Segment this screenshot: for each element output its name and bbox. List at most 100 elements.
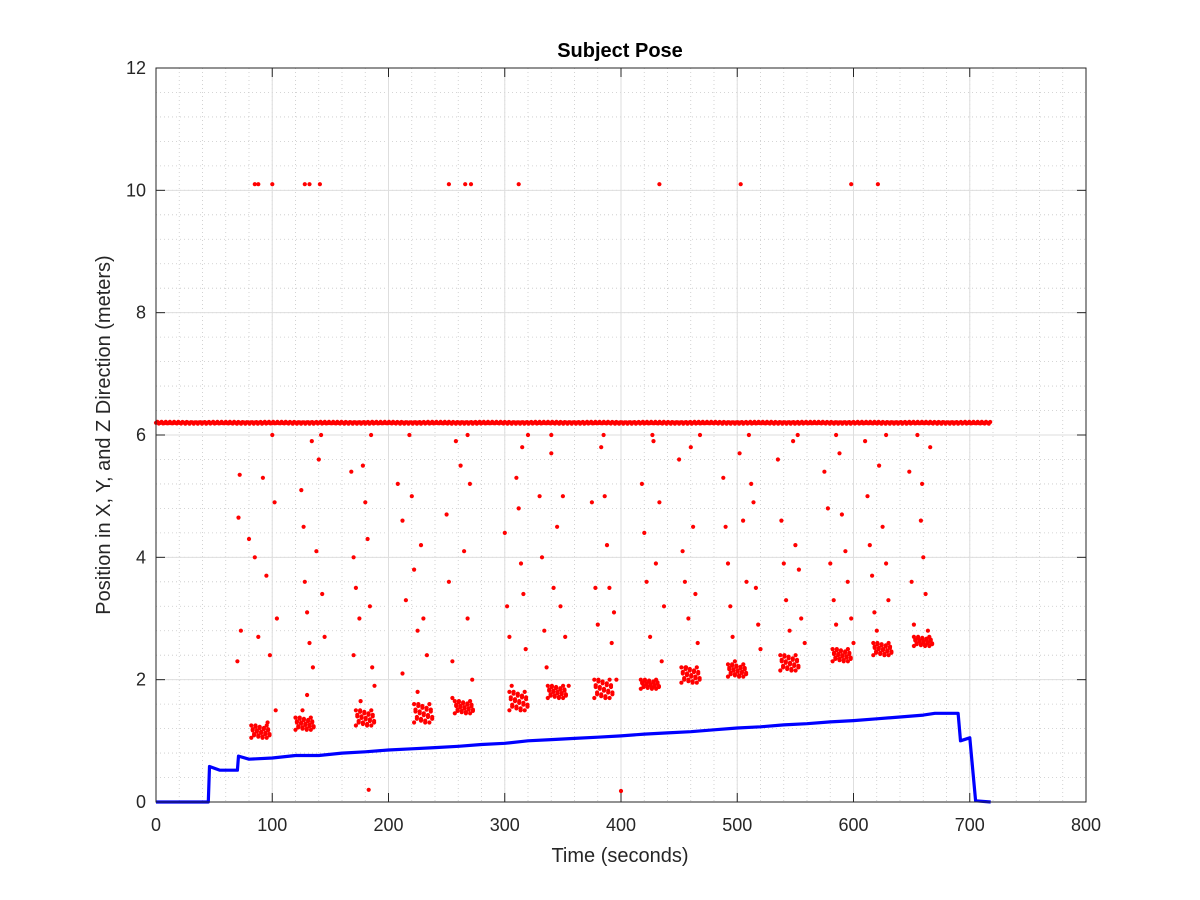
data-point — [914, 642, 919, 647]
data-point — [365, 536, 370, 542]
data-point — [423, 720, 428, 725]
data-point — [450, 659, 455, 664]
data-point — [430, 716, 435, 721]
data-point — [238, 628, 243, 633]
data-point — [789, 668, 794, 673]
x-tick-label: 100 — [257, 815, 287, 835]
data-point — [256, 182, 261, 187]
data-point — [778, 653, 783, 658]
data-point — [554, 686, 559, 691]
data-point — [725, 662, 731, 667]
data-point — [749, 481, 754, 486]
data-point — [561, 683, 566, 688]
data-point — [688, 445, 693, 450]
data-point — [758, 647, 763, 652]
data-point — [428, 709, 433, 714]
data-point — [468, 699, 473, 704]
data-point — [739, 670, 745, 676]
data-point — [468, 711, 473, 716]
data-point — [988, 419, 993, 425]
data-point — [514, 475, 519, 480]
data-point — [306, 719, 311, 724]
data-point — [793, 543, 798, 548]
data-point — [319, 432, 324, 438]
data-point — [849, 182, 854, 187]
data-point — [424, 653, 429, 658]
data-point — [556, 695, 562, 701]
data-point — [880, 524, 885, 529]
data-point — [840, 654, 845, 659]
data-point — [833, 656, 838, 662]
data-point — [830, 659, 835, 664]
data-point — [734, 664, 739, 669]
data-point — [518, 561, 524, 566]
data-point — [697, 677, 702, 682]
data-point — [651, 439, 656, 444]
y-tick-label: 2 — [136, 670, 146, 690]
data-point — [686, 616, 691, 621]
data-point — [267, 653, 272, 658]
data-point — [601, 688, 607, 693]
data-point — [299, 721, 304, 726]
data-point — [875, 182, 881, 187]
data-point — [589, 500, 595, 505]
data-point — [753, 585, 759, 591]
data-point — [552, 694, 557, 699]
data-point — [925, 628, 931, 633]
data-point — [547, 688, 552, 693]
data-point — [465, 702, 470, 707]
red-marker-series — [153, 182, 993, 794]
data-point — [522, 689, 527, 695]
data-point — [737, 451, 742, 456]
data-point — [787, 628, 792, 633]
data-point — [847, 651, 852, 657]
data-point — [427, 720, 432, 725]
data-point — [412, 702, 417, 707]
data-point — [723, 524, 728, 529]
data-point — [413, 709, 418, 714]
data-point — [792, 663, 797, 669]
data-point — [872, 610, 877, 615]
data-point — [883, 644, 888, 649]
data-point — [395, 481, 400, 486]
data-point — [834, 622, 839, 627]
data-point — [294, 720, 299, 725]
data-point — [911, 634, 917, 640]
data-point — [544, 665, 549, 670]
data-point — [884, 561, 889, 566]
data-point — [778, 668, 783, 673]
data-point — [465, 616, 470, 621]
data-point — [924, 637, 929, 642]
data-point — [517, 700, 522, 706]
data-point — [909, 579, 914, 584]
data-point — [679, 665, 684, 670]
data-point — [656, 684, 662, 690]
data-point — [879, 643, 884, 648]
data-point — [644, 579, 649, 584]
data-point — [686, 679, 691, 684]
data-point — [309, 439, 314, 444]
data-point — [563, 693, 569, 698]
data-point — [261, 727, 266, 732]
data-point — [409, 494, 414, 499]
data-point — [414, 716, 419, 721]
data-point — [650, 432, 655, 438]
data-point — [362, 711, 367, 716]
data-point — [400, 671, 405, 676]
data-point — [467, 481, 472, 486]
data-point — [257, 725, 262, 731]
x-tick-label: 500 — [722, 815, 752, 835]
data-point — [928, 638, 933, 643]
y-tick-label: 4 — [136, 547, 146, 567]
data-point — [641, 684, 646, 690]
data-point — [794, 659, 800, 664]
data-point — [923, 591, 928, 597]
data-point — [649, 686, 655, 691]
data-point — [249, 723, 254, 728]
data-point — [865, 494, 870, 499]
data-point — [647, 679, 652, 684]
data-point — [525, 704, 530, 709]
series-line — [156, 711, 991, 804]
data-point — [353, 723, 358, 728]
